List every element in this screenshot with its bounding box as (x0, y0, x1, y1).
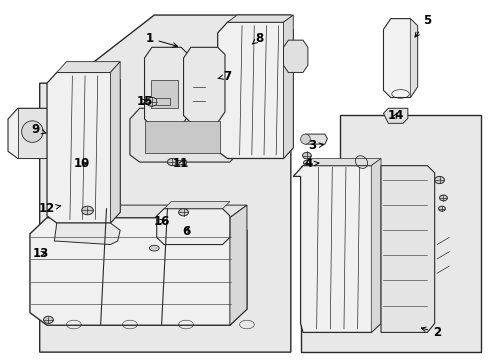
Ellipse shape (21, 121, 43, 142)
Polygon shape (144, 47, 188, 126)
Polygon shape (383, 108, 407, 123)
Ellipse shape (149, 245, 159, 251)
Polygon shape (57, 62, 120, 72)
Polygon shape (370, 158, 380, 332)
Bar (156, 98, 170, 105)
Polygon shape (30, 218, 246, 325)
Ellipse shape (81, 206, 93, 215)
Ellipse shape (300, 134, 310, 144)
Text: 1: 1 (145, 32, 177, 47)
Ellipse shape (43, 316, 53, 323)
Ellipse shape (439, 195, 447, 201)
Bar (151, 80, 177, 108)
Polygon shape (380, 166, 434, 332)
Text: 8: 8 (252, 32, 263, 45)
Text: 4: 4 (304, 157, 318, 170)
Polygon shape (40, 15, 290, 352)
Polygon shape (303, 158, 380, 166)
Polygon shape (110, 62, 120, 223)
Text: 14: 14 (386, 109, 403, 122)
Ellipse shape (438, 206, 445, 211)
Polygon shape (18, 108, 47, 158)
Text: 7: 7 (218, 69, 231, 82)
Polygon shape (303, 134, 327, 144)
Polygon shape (283, 40, 307, 72)
Polygon shape (300, 116, 480, 352)
Polygon shape (217, 22, 293, 158)
Text: 12: 12 (39, 202, 61, 215)
Polygon shape (283, 15, 293, 158)
Bar (175, 159, 185, 164)
Ellipse shape (302, 152, 311, 159)
Ellipse shape (167, 158, 177, 166)
Text: 10: 10 (73, 157, 90, 170)
Polygon shape (157, 209, 229, 244)
Polygon shape (47, 72, 120, 223)
Text: 3: 3 (307, 139, 323, 152)
Ellipse shape (178, 209, 188, 216)
Polygon shape (183, 47, 224, 123)
Polygon shape (293, 166, 380, 332)
Text: 9: 9 (32, 123, 46, 136)
Text: 11: 11 (173, 157, 189, 170)
Polygon shape (47, 205, 246, 218)
Ellipse shape (146, 98, 158, 106)
Polygon shape (383, 19, 417, 98)
Text: 16: 16 (153, 215, 169, 228)
Polygon shape (409, 19, 417, 98)
Polygon shape (130, 108, 239, 162)
Text: 2: 2 (421, 326, 440, 339)
Polygon shape (54, 223, 120, 244)
Text: 13: 13 (33, 247, 49, 260)
Text: 15: 15 (136, 95, 152, 108)
Ellipse shape (303, 160, 310, 165)
Bar (144, 121, 220, 153)
Polygon shape (8, 108, 57, 158)
Text: 6: 6 (182, 225, 190, 238)
Polygon shape (229, 205, 246, 325)
Polygon shape (163, 202, 229, 209)
Ellipse shape (434, 176, 444, 184)
Text: 5: 5 (414, 14, 430, 37)
Polygon shape (227, 15, 293, 22)
